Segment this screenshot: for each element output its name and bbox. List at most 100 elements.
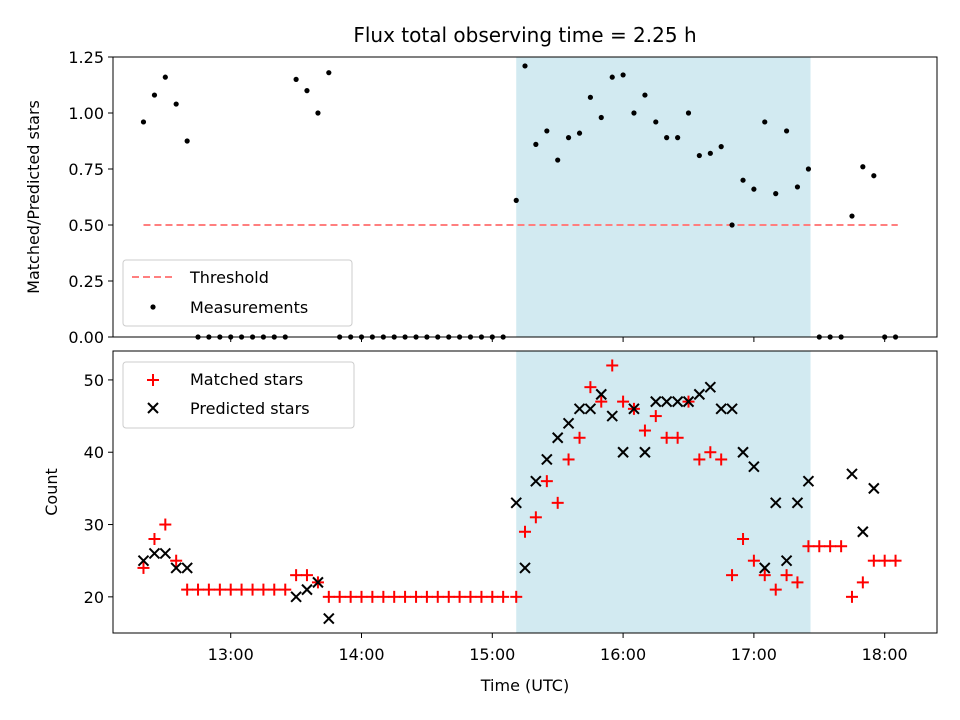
measurement-point (849, 213, 855, 219)
matched-star-marker (322, 590, 335, 603)
predicted-star-b (562, 417, 575, 430)
measurement-point (151, 92, 158, 98)
top-legend: Threshold Measurements (122, 259, 353, 327)
legend-measurements-label: Measurements (190, 298, 308, 317)
matched-star-marker (638, 424, 651, 437)
bottom-legend: Matched stars Predicted stars (122, 361, 355, 429)
measurement-point (293, 76, 299, 82)
matched-star-marker (704, 446, 717, 459)
measurement-point (718, 144, 724, 150)
predicted-star-b (510, 497, 522, 509)
predicted-star-b (290, 591, 302, 603)
predicted-star-marker (530, 475, 542, 487)
predicted-star-marker (606, 410, 618, 422)
top-axes-frame (112, 56, 938, 338)
predicted-star-b (737, 446, 749, 458)
measurement-point (696, 152, 702, 159)
bottom-plot-area (137, 359, 902, 625)
measurement-point (140, 119, 147, 125)
predicted-star-b (671, 395, 684, 408)
matched-star-marker (573, 431, 586, 444)
top-y-tick-label: 0.00 (68, 328, 104, 347)
predicted-star-b (137, 554, 150, 567)
predicted-star-marker (290, 591, 302, 603)
matched-star-marker (551, 496, 564, 509)
measurement-point (326, 70, 332, 76)
predicted-star-marker (323, 612, 335, 625)
measurement-point (173, 101, 179, 107)
predicted-star-marker (650, 395, 662, 408)
predicted-star-b (846, 468, 858, 480)
matched-star-marker (845, 590, 858, 603)
bottom-y-tick-label: 20 (84, 588, 104, 607)
predicted-star-b (159, 547, 172, 560)
top-x-ticks (230, 337, 886, 342)
predicted-star-b (181, 562, 193, 574)
matched-star-marker (726, 569, 739, 582)
predicted-star-b (715, 403, 727, 415)
measurement-point (675, 135, 681, 141)
matched-star-marker (388, 590, 401, 603)
predicted-star-marker (595, 388, 607, 401)
top-y-tick-label: 0.50 (68, 216, 104, 235)
predicted-star-b (791, 497, 804, 509)
matched-star-marker (486, 590, 499, 603)
legend-threshold-label: Threshold (189, 268, 269, 287)
matched-star-marker (431, 590, 444, 603)
predicted-star-marker (770, 497, 782, 509)
matched-star-marker (453, 590, 466, 603)
measurement-point (794, 184, 801, 190)
matched-star-marker (442, 590, 455, 603)
predicted-star-marker (682, 395, 695, 408)
measurement-point (805, 166, 812, 172)
bottom-y-tick-label: 30 (84, 516, 104, 535)
top-y-tick-label: 0.75 (68, 160, 104, 179)
bottom-x-tick-label: 16:00 (600, 645, 646, 664)
predicted-star-b (748, 460, 760, 473)
chart-title: Flux total observing time = 2.25 h (353, 23, 696, 47)
measurement-point (653, 119, 659, 125)
predicted-star-marker (693, 388, 706, 401)
matched-star-marker (246, 583, 259, 596)
predicted-star-b (606, 410, 618, 422)
predicted-star-b (857, 526, 869, 538)
matched-star-marker (137, 561, 150, 574)
bottom-x-tick-label: 14:00 (338, 645, 384, 664)
matched-star-marker (791, 576, 804, 589)
predicted-star-b (682, 395, 695, 408)
predicted-star-marker (617, 446, 629, 458)
matched-star-marker (497, 590, 510, 603)
legend-matched-swatch (147, 374, 159, 386)
predicted-star-marker (846, 468, 858, 480)
measurement-point (860, 164, 866, 170)
legend-matched-label: Matched stars (190, 370, 303, 389)
matched-star-marker (159, 518, 172, 531)
matched-star-marker (737, 533, 750, 545)
bottom-observing-span (516, 351, 811, 633)
predicted-star-b (170, 562, 182, 574)
legend-predicted-swatch (147, 402, 159, 414)
matched-star-marker (290, 569, 303, 582)
matched-star-marker (584, 381, 597, 394)
bottom-axes-frame (112, 350, 938, 634)
measurement-point (871, 173, 877, 179)
predicted-star-b (759, 562, 771, 574)
predicted-star-b (868, 482, 880, 495)
predicted-star-marker (628, 403, 640, 415)
bottom-legend-box (122, 361, 355, 429)
measurement-point (642, 92, 648, 98)
top-legend-box (122, 259, 353, 327)
matched-star-marker (410, 590, 423, 603)
matched-star-marker (148, 533, 161, 545)
predicted-star-marker (519, 562, 531, 574)
matched-star-marker (344, 590, 357, 603)
predicted-star-marker (660, 395, 673, 408)
bottom-x-tick-label: 18:00 (862, 645, 908, 664)
matched-star-marker (769, 583, 782, 596)
measurement-point (773, 191, 779, 197)
top-y-axis-label: Matched/Predicted stars (24, 100, 43, 294)
matched-star-marker (660, 431, 673, 444)
matched-star-marker (856, 576, 869, 589)
matched-star-marker (170, 554, 183, 567)
